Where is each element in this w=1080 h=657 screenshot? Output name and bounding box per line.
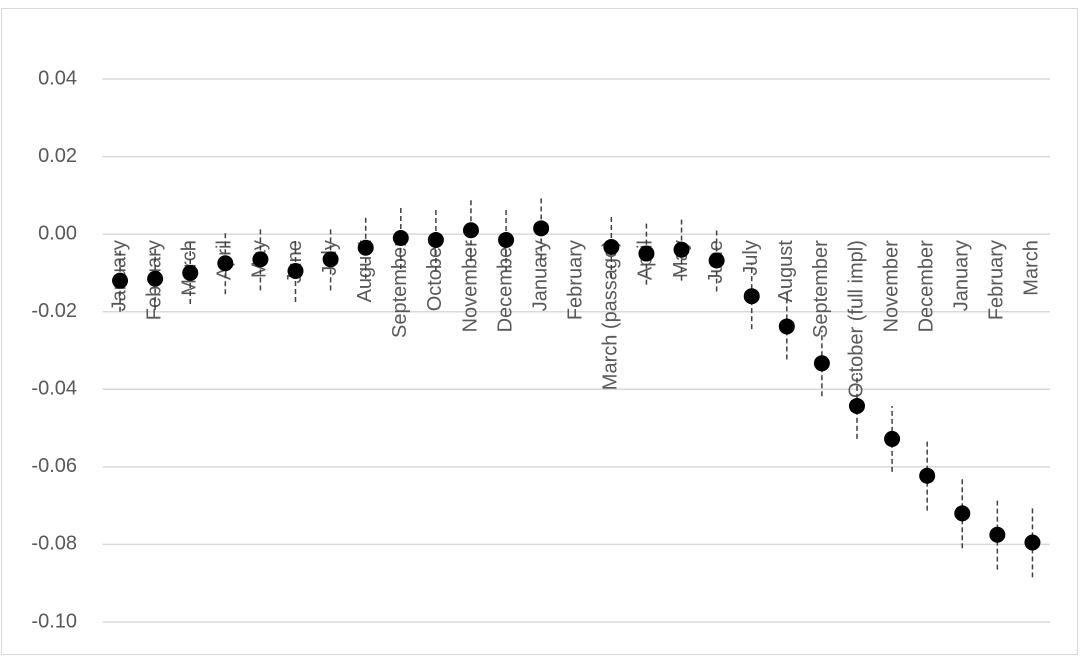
point <box>182 264 199 281</box>
x-tick-label: September <box>389 240 411 338</box>
point <box>357 239 374 256</box>
y-tick-label: -0.04 <box>31 378 77 400</box>
point <box>848 397 865 414</box>
x-tick-label: September <box>810 240 832 338</box>
x-tick-label: February <box>986 240 1008 320</box>
point <box>392 230 409 247</box>
point <box>884 430 901 447</box>
x-tick-label: July <box>740 240 762 276</box>
y-tick-label: 0.00 <box>38 222 77 244</box>
x-tick-label: March <box>1021 240 1043 296</box>
point <box>427 231 444 248</box>
x-tick-label: October (full impl) <box>845 240 867 398</box>
point <box>1024 534 1041 551</box>
point <box>533 220 550 237</box>
chart-frame <box>1 8 1078 655</box>
point <box>252 251 269 268</box>
point <box>112 272 129 289</box>
x-tick-label: November <box>459 240 481 333</box>
point <box>638 245 655 262</box>
x-tick-label: August <box>354 240 376 303</box>
x-tick-label: January <box>951 240 973 311</box>
point <box>147 270 164 287</box>
y-tick-label: -0.02 <box>31 300 77 322</box>
point <box>322 251 339 268</box>
point <box>743 288 760 305</box>
point <box>603 238 620 255</box>
point <box>287 262 304 279</box>
point <box>919 467 936 484</box>
y-tick-label: 0.04 <box>38 67 77 89</box>
x-tick-label: December <box>494 240 516 333</box>
x-tick-label: February <box>565 240 587 320</box>
point <box>708 252 725 269</box>
x-tick-label: March (passage) <box>600 240 622 390</box>
x-tick-label: August <box>775 240 797 303</box>
point <box>217 255 234 272</box>
y-tick-label: -0.08 <box>31 533 77 555</box>
point <box>462 222 479 239</box>
y-tick-label: -0.10 <box>31 610 77 632</box>
x-tick-label: October <box>424 240 446 311</box>
point <box>778 318 795 335</box>
point <box>498 231 515 248</box>
x-tick-label: December <box>915 240 937 333</box>
x-tick-label: January <box>529 240 551 311</box>
point <box>673 241 690 258</box>
y-tick-label: 0.02 <box>38 145 77 167</box>
point <box>989 526 1006 543</box>
point <box>813 355 830 372</box>
x-tick-label: November <box>880 240 902 333</box>
point <box>954 505 971 522</box>
y-tick-label: -0.06 <box>31 455 77 477</box>
